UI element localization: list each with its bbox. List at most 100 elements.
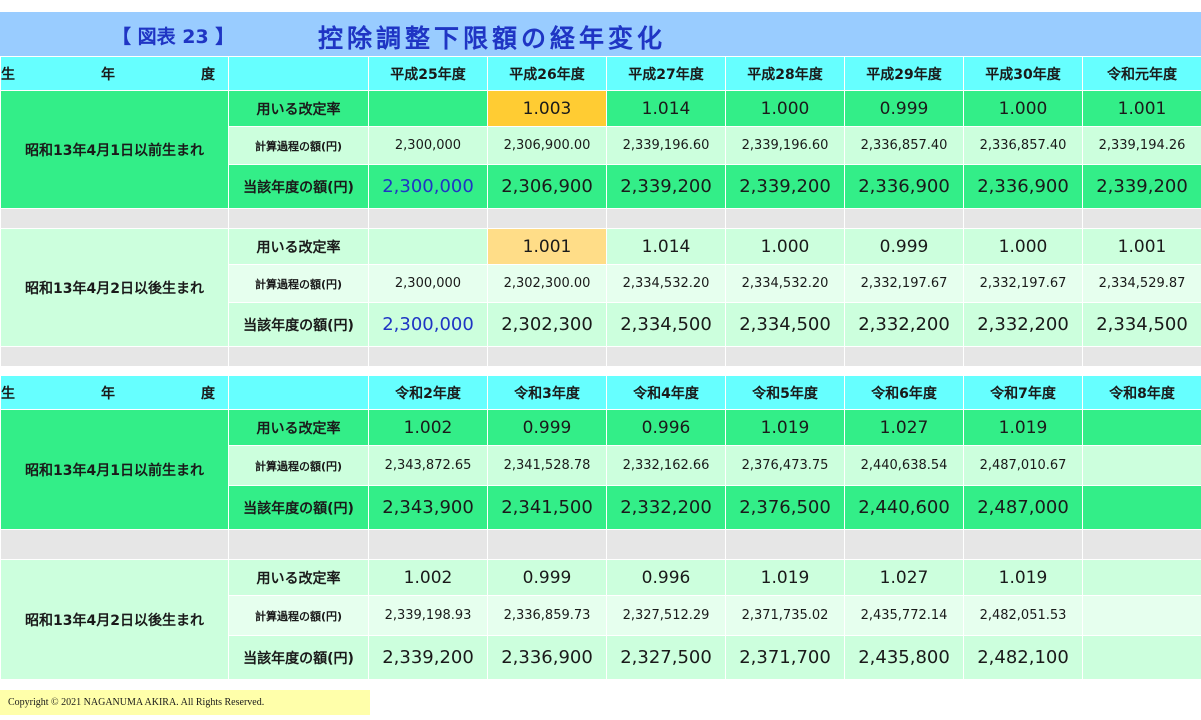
separator-cell (1082, 346, 1201, 367)
amount-cell: 2,376,500 (725, 485, 845, 530)
header-row: 生 年 度 令和2年度 令和3年度 令和4年度 令和5年度 令和6年度 令和7年度 令和8年度 (0, 375, 1201, 410)
rate-cell: 1.014 (606, 228, 726, 265)
separator-cell (844, 346, 964, 367)
rate-cell: 1.003 (487, 90, 607, 127)
separator-cell (606, 346, 726, 367)
separator-cell (725, 208, 845, 229)
rate-cell (1082, 559, 1201, 596)
rate-cell: 1.019 (725, 559, 845, 596)
rate-label: 用いる改定率 (228, 409, 369, 446)
table-row: 当該年度の額(円) 2,343,900 2,341,500 2,332,200 2,37… (1, 485, 1201, 530)
amount-cell: 2,327,500 (606, 635, 726, 680)
rate-label: 用いる改定率 (228, 90, 369, 127)
amount-label: 当該年度の額(円) (228, 164, 369, 209)
rate-label: 用いる改定率 (228, 559, 369, 596)
separator-cell (606, 529, 726, 560)
copyright-notice: Copyright © 2021 NAGANUMA AKIRA. All Rig… (0, 690, 370, 715)
separator-cell (487, 529, 607, 560)
table-row: 昭和13年4月2日以後生まれ 用いる改定率 1.001 1.014 1.000 0.999… (0, 228, 1201, 347)
calc-cell: 2,339,194.26 (1082, 126, 1201, 165)
header-year: 令和7年度 (963, 375, 1083, 410)
rate-cell: 1.019 (725, 409, 845, 446)
rate-cell: 1.000 (725, 90, 845, 127)
separator-cell (487, 346, 607, 367)
rate-cell: 0.999 (487, 409, 607, 446)
calc-cell: 2,339,198.93 (368, 595, 488, 636)
calc-cell: 2,300,000 (368, 264, 488, 303)
table-row: 計算過程の額(円) 2,339,198.93 2,336,859.73 2,327,5… (1, 595, 1201, 636)
separator-cell (725, 529, 845, 560)
amount-cell: 2,339,200 (606, 164, 726, 209)
amount-cell: 2,334,500 (725, 302, 845, 347)
rate-cell (368, 90, 488, 127)
rate-cell: 0.996 (606, 409, 726, 446)
separator-cell (368, 208, 488, 229)
calc-cell: 2,332,197.67 (963, 264, 1083, 303)
amount-label: 当該年度の額(円) (228, 635, 369, 680)
amount-cell: 2,306,900 (487, 164, 607, 209)
calc-cell: 2,371,735.02 (725, 595, 845, 636)
amount-cell: 2,336,900 (487, 635, 607, 680)
table-heisei: 生 年 度 平成25年度 平成26年度 平成27年度 平成28年度 平成29年度 平成30年… (0, 56, 1201, 367)
birth-group-label: 昭和13年4月1日以前生まれ (0, 90, 229, 209)
title-bar: 【 図表 23 】 控除調整下限額の経年変化 (0, 12, 1201, 56)
header-year: 平成29年度 (844, 56, 964, 91)
rate-cell: 0.996 (606, 559, 726, 596)
birth-group-label: 昭和13年4月2日以後生まれ (0, 559, 229, 680)
calc-cell: 2,300,000 (368, 126, 488, 165)
separator-cell (844, 529, 964, 560)
calc-cell: 2,334,529.87 (1082, 264, 1201, 303)
calc-cell: 2,336,859.73 (487, 595, 607, 636)
rate-cell: 1.019 (963, 559, 1083, 596)
amount-cell: 2,487,000 (963, 485, 1083, 530)
calc-cell: 2,440,638.54 (844, 445, 964, 486)
rate-label: 用いる改定率 (228, 228, 369, 265)
table-row: 当該年度の額(円) 2,339,200 2,336,900 2,327,500 2,37… (1, 635, 1201, 680)
table-reiwa: 生 年 度 令和2年度 令和3年度 令和4年度 令和5年度 令和6年度 令和7年度 令和8年度… (0, 375, 1201, 680)
calc-cell: 2,332,162.66 (606, 445, 726, 486)
rate-cell: 1.000 (725, 228, 845, 265)
amount-cell: 2,435,800 (844, 635, 964, 680)
table-row: 計算過程の額(円) 2,300,000 2,306,900.00 2,339,196.… (1, 126, 1201, 165)
separator-row (0, 346, 1201, 367)
calc-label: 計算過程の額(円) (228, 445, 369, 486)
header-year: 令和6年度 (844, 375, 964, 410)
table-row: 昭和13年4月1日以前生まれ 用いる改定率 1.003 1.014 1.000 0.999… (0, 90, 1201, 209)
rate-cell: 0.999 (487, 559, 607, 596)
amount-label: 当該年度の額(円) (228, 485, 369, 530)
rate-cell (1082, 409, 1201, 446)
amount-cell: 2,343,900 (368, 485, 488, 530)
amount-cell (1082, 485, 1201, 530)
header-year: 平成27年度 (606, 56, 726, 91)
amount-cell: 2,334,500 (1082, 302, 1201, 347)
birth-group-label: 昭和13年4月1日以前生まれ (0, 409, 229, 530)
separator-cell (606, 208, 726, 229)
amount-cell (1082, 635, 1201, 680)
header-year: 令和4年度 (606, 375, 726, 410)
amount-cell: 2,482,100 (963, 635, 1083, 680)
table-row: 計算過程の額(円) 2,343,872.65 2,341,528.78 2,332,1… (1, 445, 1201, 486)
calc-cell: 2,487,010.67 (963, 445, 1083, 486)
amount-cell: 2,336,900 (963, 164, 1083, 209)
rate-cell: 1.000 (963, 90, 1083, 127)
amount-cell: 2,302,300 (487, 302, 607, 347)
calc-cell: 2,482,051.53 (963, 595, 1083, 636)
separator-cell (368, 346, 488, 367)
table-row: 当該年度の額(円) 2,300,000 2,302,300 2,334,500 2,33… (1, 302, 1201, 347)
header-blank (228, 56, 369, 91)
separator-cell (725, 346, 845, 367)
calc-cell (1082, 445, 1201, 486)
separator-cell (1082, 208, 1201, 229)
header-era-label: 生 年 度 (0, 375, 229, 410)
separator-row (0, 208, 1201, 229)
header-row: 生 年 度 平成25年度 平成26年度 平成27年度 平成28年度 平成29年度 平成30年… (0, 56, 1201, 91)
header-year: 令和2年度 (368, 375, 488, 410)
rate-cell: 1.001 (1082, 228, 1201, 265)
calc-cell: 2,339,196.60 (606, 126, 726, 165)
amount-cell: 2,300,000 (368, 164, 488, 209)
calc-cell: 2,343,872.65 (368, 445, 488, 486)
separator-cell (963, 529, 1083, 560)
table-row: 昭和13年4月1日以前生まれ 用いる改定率 1.002 0.999 0.996 1.019… (0, 409, 1201, 530)
separator-cell (228, 346, 369, 367)
separator-cell (0, 208, 229, 229)
